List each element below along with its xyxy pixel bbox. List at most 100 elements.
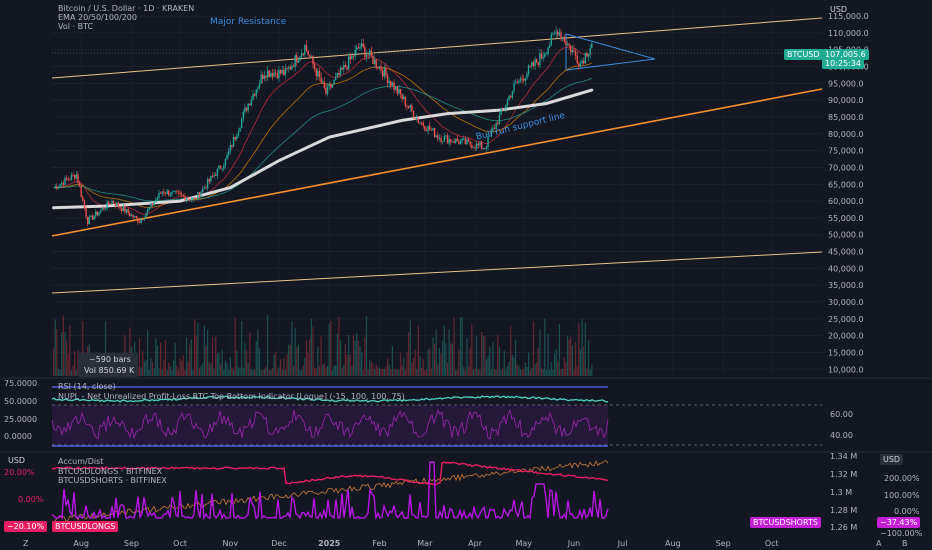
volume-bar (446, 362, 449, 376)
candle-body (479, 142, 481, 146)
volume-bar (208, 362, 210, 376)
volume-bar (281, 369, 283, 376)
ema-legend[interactable]: EMA 20/50/100/200 (58, 13, 137, 22)
rsi-legend[interactable]: RSI (14, close) (58, 382, 116, 391)
volume-bar (583, 346, 585, 376)
accum-dist-legend[interactable]: Accum/Dist (58, 457, 104, 466)
longs-legend[interactable]: BTCUSDLONGS · BITFINEX (58, 467, 163, 476)
volume-bar (301, 369, 303, 376)
candle-body (286, 68, 288, 70)
candle-body (129, 213, 131, 216)
rsi-band (52, 405, 608, 445)
volume-bar (315, 368, 317, 376)
candle-body (193, 197, 196, 199)
volume-bar (64, 331, 66, 376)
volume-bar (471, 324, 473, 376)
volume-bar (194, 319, 196, 376)
shorts-legend[interactable]: BTCUSDSHORTS · BITFINEX (58, 476, 167, 485)
volume-bar (456, 369, 458, 376)
volume-bar (506, 365, 509, 376)
candle-body (249, 103, 251, 106)
candle-body (477, 143, 480, 146)
volume-bar (317, 346, 319, 376)
volume-bar (312, 327, 314, 376)
volume-bar (498, 347, 501, 376)
x-tick-9: May (515, 539, 532, 548)
candle-body (437, 135, 439, 139)
symbol-title[interactable]: Bitcoin / U.S. Dollar · 1D · KRAKEN (58, 4, 195, 13)
volume-bar (262, 369, 264, 376)
candle-body (467, 139, 470, 141)
volume-bar (242, 367, 244, 376)
candle-body (454, 138, 457, 143)
y-tick-9: 70,000.0 (828, 163, 864, 172)
timezone-icon[interactable]: Z (23, 539, 29, 548)
rsi-left-tick-2: 25.0000 (4, 415, 38, 424)
candle-body (95, 211, 97, 217)
candle-body (322, 81, 324, 83)
candle-body (177, 191, 180, 193)
candle-body (535, 59, 538, 63)
candle-body (464, 138, 467, 145)
volume-bar (443, 325, 445, 376)
candle-body (518, 81, 520, 83)
volume-bar (189, 344, 191, 376)
volume-bar (232, 369, 235, 376)
candle-body (275, 72, 277, 74)
volume-bar (69, 324, 71, 376)
candle-body (151, 203, 154, 206)
volume-bar (485, 359, 488, 376)
nupl-legend[interactable]: NUPL - Net Unrealized Profit-Loss BTC To… (58, 392, 405, 401)
volume-bar (527, 352, 530, 376)
candle-body (140, 219, 142, 224)
volume-bar (565, 362, 567, 376)
candle-body (458, 141, 460, 144)
volume-bar (401, 365, 403, 376)
candle-body (231, 145, 233, 147)
candle-body (64, 177, 66, 186)
volume-bar (429, 348, 431, 376)
volume-bar (239, 367, 241, 376)
log-scale-button[interactable]: B (902, 539, 908, 548)
candle-body (117, 202, 120, 207)
volume-bar (343, 364, 345, 376)
candle-body (565, 41, 567, 45)
volume-bar (378, 367, 381, 376)
candle-body (396, 86, 398, 94)
candle-body (503, 108, 505, 110)
volume-bar (508, 361, 510, 376)
candle-body (548, 44, 551, 48)
volume-bar (361, 352, 363, 376)
volume-bar (296, 347, 298, 376)
volume-bar (589, 369, 591, 376)
candle-body (227, 151, 230, 155)
auto-scale-button[interactable]: A (876, 539, 882, 548)
bottom-right-currency: USD (880, 454, 904, 465)
volume-bar (482, 335, 484, 376)
x-tick-6: Feb (372, 539, 386, 548)
volume-legend[interactable]: Vol · BTC (58, 22, 94, 31)
candle-body (218, 165, 220, 169)
candle-body (315, 69, 317, 77)
volume-bar (168, 362, 170, 376)
volume-bar (339, 339, 342, 376)
volume-bar (529, 369, 531, 376)
volume-bar (328, 323, 330, 376)
volume-bar (477, 369, 479, 376)
candle-body (284, 68, 287, 76)
candle-body (75, 174, 78, 179)
volume-bar (575, 342, 577, 376)
candle-body (524, 78, 527, 81)
volume-bar (409, 320, 411, 376)
candle-body (336, 73, 339, 77)
longs-value-tag: −20.10% (4, 521, 48, 532)
candle-body (406, 105, 408, 107)
candle-body (563, 36, 565, 42)
volume-bar (469, 347, 471, 376)
candle-body (166, 190, 168, 194)
volume-bar (224, 360, 227, 376)
volume-bar (244, 343, 246, 376)
candle-body (532, 62, 535, 66)
candle-body (72, 174, 74, 176)
